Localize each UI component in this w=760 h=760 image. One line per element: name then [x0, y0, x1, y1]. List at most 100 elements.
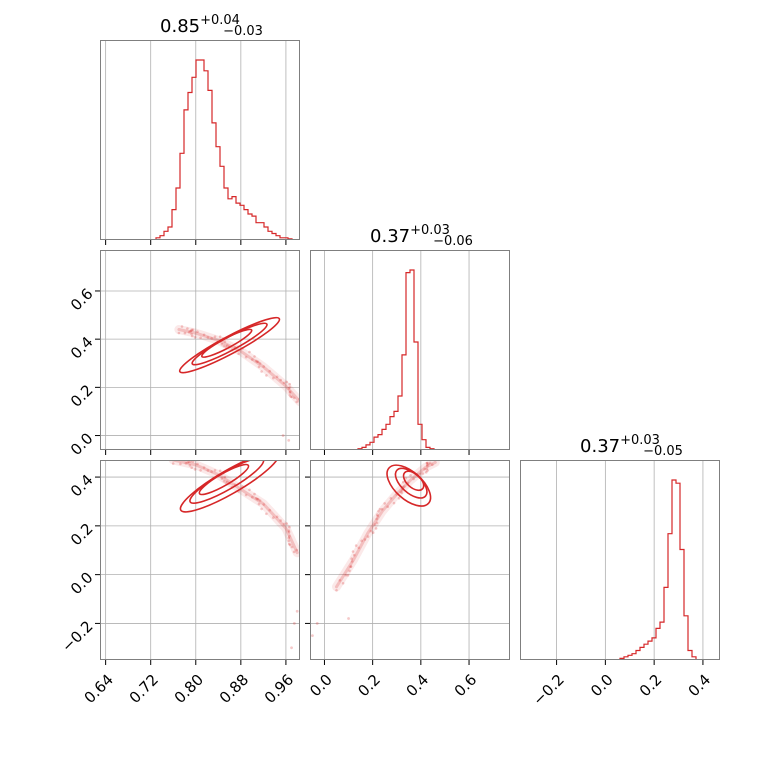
scatter-panel-1-2-sample-point: [349, 565, 353, 568]
scatter-panel-1-2-sample-point: [399, 490, 402, 494]
xtick-label-2-3: 0.4: [685, 671, 715, 701]
scatter-panel-0-1-contour-2: [200, 328, 253, 358]
scatter-panel-0-1-sample-point: [187, 330, 191, 334]
scatter-panel-1-2-sample-point: [377, 510, 380, 513]
xtick-label-1-4: 0.6: [451, 671, 481, 701]
scatter-panel-0-2-sample-point: [254, 497, 258, 500]
scatter-panel-0-1-sample-point: [251, 358, 254, 361]
scatter-panel-0-2-sample-point: [288, 525, 291, 529]
ytick-label-1-2: 0.2: [67, 381, 97, 411]
scatter-panel-0-1-sample-point: [288, 393, 292, 397]
scatter-panel-1-2-sample-point: [431, 463, 434, 467]
scatter-panel-1-2-sample-point: [338, 579, 342, 582]
hist-panel-1-background: [310, 250, 510, 450]
scatter-panel-1-2-sample-point: [412, 477, 415, 481]
scatter-panel-0-1-sample-point: [196, 330, 199, 334]
scatter-panel-0-1-sample-point: [275, 375, 279, 379]
xtick-label-0-4: 0.96: [261, 671, 297, 707]
scatter-panel-1-2-sample-point: [373, 523, 377, 526]
hist-panel-0-title-minus: −0.03: [223, 24, 263, 39]
scatter-panel-1-2-sample-point: [427, 462, 430, 466]
scatter-panel-0-2-sample-point: [295, 548, 299, 552]
hist-panel-2-histogram: [520, 479, 720, 660]
hist-panel-2-background: [520, 460, 720, 660]
scatter-panel-0-2-sample-point: [287, 539, 291, 543]
hist-panel-1-title-minus: −0.06: [433, 234, 473, 249]
scatter-panel-1-2-sample-point: [371, 531, 375, 534]
scatter-panel-0-1-sample-point: [287, 387, 291, 390]
scatter-panel-1-2-sample-point: [392, 501, 396, 505]
scatter-panel-0-2-sample-point: [202, 466, 206, 469]
scatter-panel-1-2-sample-point: [400, 491, 404, 495]
hist-panel-2-title-minus: −0.05: [643, 444, 683, 459]
scatter-panel-0-2-sample-point: [260, 507, 263, 511]
scatter-panel-0-1-sample-point: [265, 374, 268, 377]
scatter-panel-0-1-sample-point: [268, 369, 272, 373]
scatter-panel-0-1-sample-point: [279, 378, 283, 382]
scatter-panel-1-2-sample-point: [402, 485, 406, 488]
ytick-label-1-4: 0.6: [67, 285, 97, 315]
scatter-panel-1-2-sample-point: [425, 461, 429, 465]
scatter-panel-1-2-frame: [310, 460, 510, 660]
scatter-panel-0-2-sample-point: [199, 469, 202, 472]
scatter-panel-1-2-sample-point: [421, 472, 424, 475]
scatter-panel-0-2-sample-point: [256, 497, 260, 501]
hist-panel-0-title-plus: +0.04: [200, 13, 240, 28]
scatter-panel-0-1-sample-point: [190, 332, 193, 336]
scatter-panel-1-2-sample-point: [335, 589, 338, 592]
scatter-panel-1-2-sample-point: [425, 461, 429, 465]
scatter-panel-0-1-sample-point: [190, 328, 194, 332]
scatter-panel-1-2-sample-point: [374, 527, 378, 530]
scatter-panel-0-2-sample-point: [218, 469, 222, 473]
scatter-panel-0-2-sample-point: [275, 515, 279, 519]
hist-panel-1-title: 0.37+0.03: [370, 223, 450, 247]
scatter-panel-0-2-sample-point: [244, 493, 248, 497]
scatter-panel-1-2-sample-point: [350, 557, 354, 560]
xtick-label-0-1: 0.72: [126, 671, 162, 707]
hist-panel-1-title-plus: +0.03: [410, 223, 450, 238]
scatter-panel-1-2-sample-point: [425, 467, 429, 471]
scatter-panel-1-2-sample-point: [344, 573, 348, 577]
scatter-panel-0-1-sample-point: [256, 360, 260, 364]
scatter-panel-1-2-sample-point: [366, 535, 370, 538]
hist-panel-0-title: 0.85+0.04: [160, 13, 240, 37]
scatter-panel-0-1-marks: [174, 316, 300, 442]
scatter-panel-0-1-sample-point: [260, 370, 263, 373]
scatter-panel-1-2-sample-point: [350, 560, 354, 563]
scatter-panel-0-2-sample-point: [257, 502, 261, 506]
scatter-panel-0-1-sample-point: [289, 395, 293, 399]
scatter-panel-1-2-sample-point: [376, 513, 379, 516]
scatter-panel-1-2-sample-point: [425, 463, 429, 467]
scatter-panel-0-2-sample-point: [285, 522, 289, 525]
scatter-panel-0-2-sample-point: [289, 543, 292, 547]
scatter-panel-0-1-outlier-1: [287, 438, 291, 442]
scatter-panel-0-2-outlier-2: [295, 609, 299, 613]
scatter-panel-1-2-density-core: [335, 460, 437, 589]
scatter-panel-1-2-sample-point: [351, 550, 355, 553]
scatter-panel-1-2-sample-point: [349, 565, 352, 569]
scatter-panel-1-2-density-band: [332, 460, 440, 592]
scatter-panel-0-1-sample-point: [237, 352, 240, 356]
scatter-panel-1-2-sample-point: [383, 502, 387, 505]
scatter-panel-1-2-sample-point: [380, 507, 384, 511]
scatter-panel-0-1-sample-point: [223, 340, 227, 343]
scatter-panel-0-1-sample-point: [282, 381, 286, 385]
scatter-panel-0-1-sample-point: [224, 345, 228, 349]
scatter-panel-1-2-outlier-1: [311, 634, 314, 638]
scatter-panel-0-2-sample-point: [279, 519, 283, 522]
xtick-label-2-1: 0.0: [587, 671, 617, 701]
scatter-panel-1-2-sample-point: [425, 471, 428, 474]
scatter-panel-1-2-sample-point: [404, 476, 408, 480]
scatter-panel-1-2-sample-point: [363, 538, 367, 541]
scatter-panel-0-1-sample-point: [206, 336, 210, 339]
scatter-panel-1-2-sample-point: [386, 505, 390, 509]
scatter-panel-0-1-sample-point: [190, 334, 194, 338]
scatter-panel-0-1-sample-point: [257, 365, 261, 369]
scatter-panel-0-1-sample-point: [248, 350, 251, 354]
scatter-panel-0-2-sample-point: [258, 499, 262, 502]
scatter-panel-0-1-sample-point: [186, 327, 189, 330]
scatter-panel-0-1-sample-point: [213, 335, 217, 339]
scatter-panel-0-1-sample-point: [193, 336, 197, 339]
hist-panel-0-title-median: 0.85: [160, 16, 200, 37]
